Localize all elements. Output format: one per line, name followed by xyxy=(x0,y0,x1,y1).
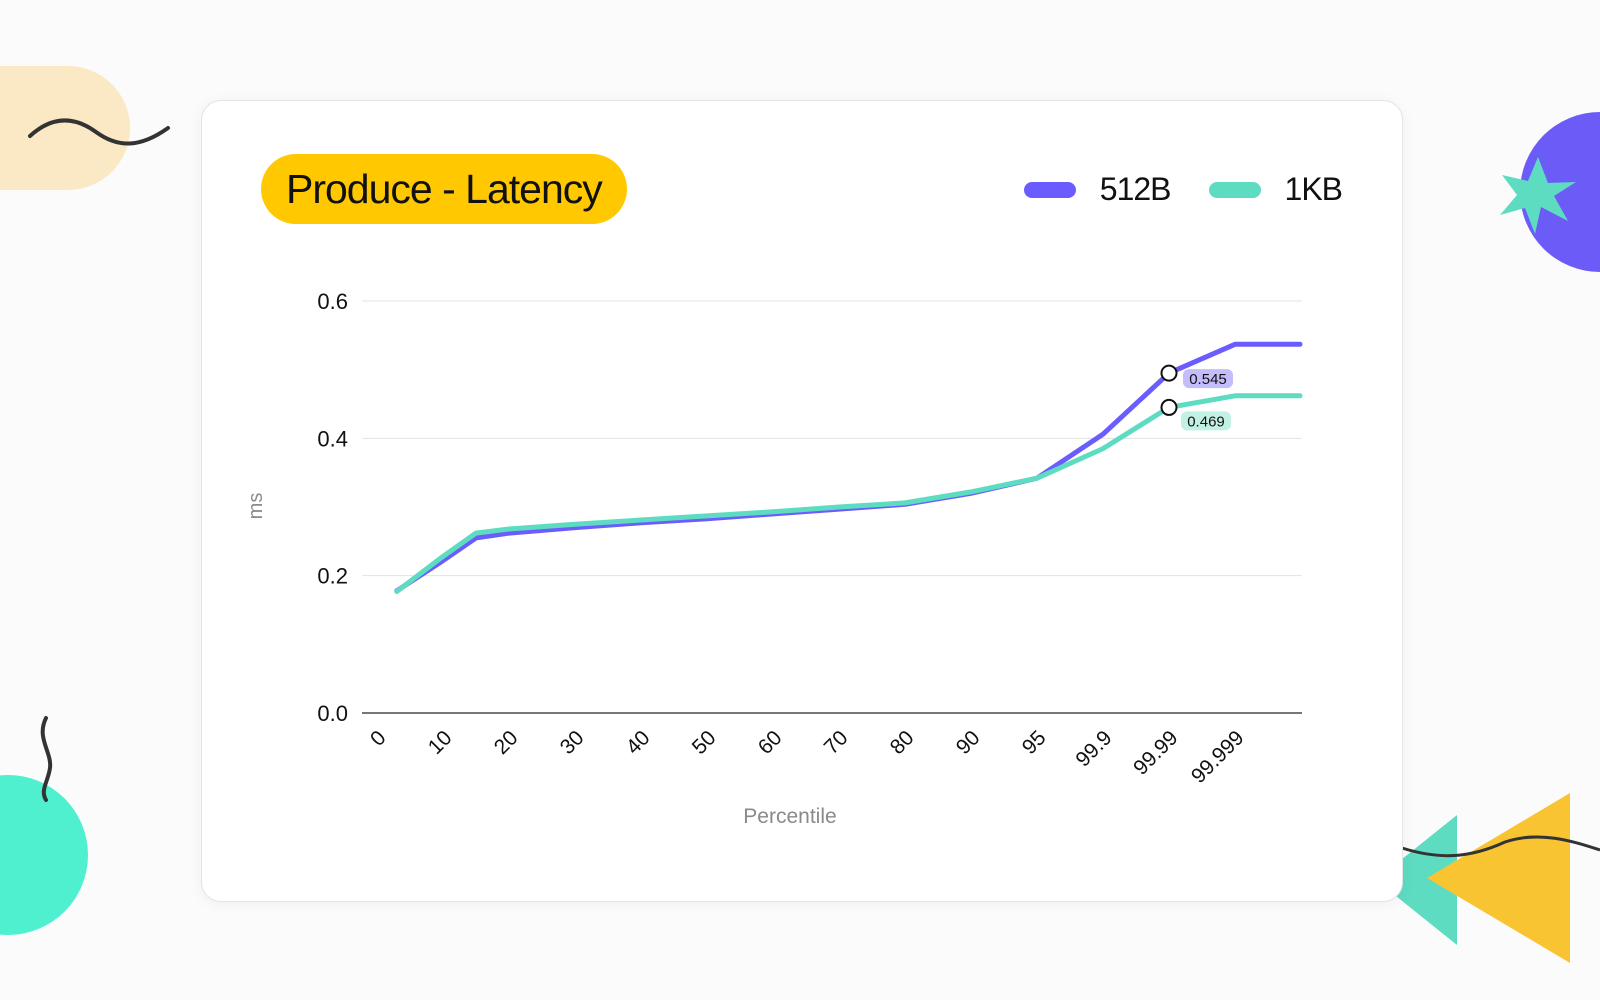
data-point-marker-1kb xyxy=(1160,398,1178,416)
chart-title: Produce - Latency xyxy=(261,154,627,224)
y-tick-label: 0.6 xyxy=(317,289,348,314)
x-tick-label: 80 xyxy=(886,726,919,759)
x-tick-label: 40 xyxy=(622,726,655,759)
y-axis-title: ms xyxy=(245,493,267,520)
legend-swatch-1kb xyxy=(1208,181,1261,198)
x-tick-label: 10 xyxy=(424,726,457,759)
squiggle-line-top-left xyxy=(28,118,170,146)
x-tick-label: 95 xyxy=(1018,726,1051,759)
x-tick-label: 30 xyxy=(556,726,589,759)
x-axis-title: Percentile xyxy=(743,805,836,828)
value-badge-1kb xyxy=(1181,411,1231,431)
x-tick-label: 99.9 xyxy=(1071,726,1116,771)
y-tick-label: 0.2 xyxy=(317,564,348,589)
x-tick-label: 99.999 xyxy=(1187,726,1249,788)
series-line-1kb xyxy=(394,393,1303,594)
x-tick-label: 99.99 xyxy=(1129,726,1182,779)
legend-label-1kb: 1KB xyxy=(1284,171,1343,207)
value-badge-512b xyxy=(1183,369,1233,389)
teal-triangle-shape xyxy=(1376,815,1457,945)
x-tick-label: 0 xyxy=(366,726,391,751)
line-chart: 0.0 0.2 0.4 0.6 0 10 20 30 40 50 60 70 80 90 95 99.9 99.… xyxy=(245,289,1303,828)
y-tick-label: 0.4 xyxy=(317,426,348,451)
legend-item-512b: 512B xyxy=(1023,171,1172,208)
value-label-1kb: 0.469 xyxy=(1187,413,1225,430)
squiggle-line-bottom-left xyxy=(40,716,53,802)
x-tick-label: 70 xyxy=(820,726,853,759)
y-tick-label: 0.0 xyxy=(317,701,348,726)
legend-item-1kb: 1KB xyxy=(1208,171,1343,208)
chart-card: Produce - Latency 512B 1KB 0.0 0.2 0.4 0.6 0… xyxy=(201,100,1403,902)
x-tick-label: 50 xyxy=(688,726,721,759)
x-tick-label: 60 xyxy=(754,726,787,759)
series-line-512b xyxy=(394,341,1303,594)
x-tick-label: 20 xyxy=(490,726,523,759)
chart-legend: 512B 1KB xyxy=(986,171,1343,208)
value-label-512b: 0.545 xyxy=(1189,371,1227,388)
legend-label-512b: 512B xyxy=(1099,171,1172,207)
squiggle-line-bottom-right xyxy=(1401,835,1600,858)
legend-swatch-512b xyxy=(1023,181,1076,198)
peach-pill-shape xyxy=(0,66,130,190)
data-point-marker-512b xyxy=(1160,364,1178,382)
teal-star-shape xyxy=(1500,157,1576,234)
mint-circle-shape xyxy=(0,775,88,935)
x-tick-label: 90 xyxy=(952,726,985,759)
